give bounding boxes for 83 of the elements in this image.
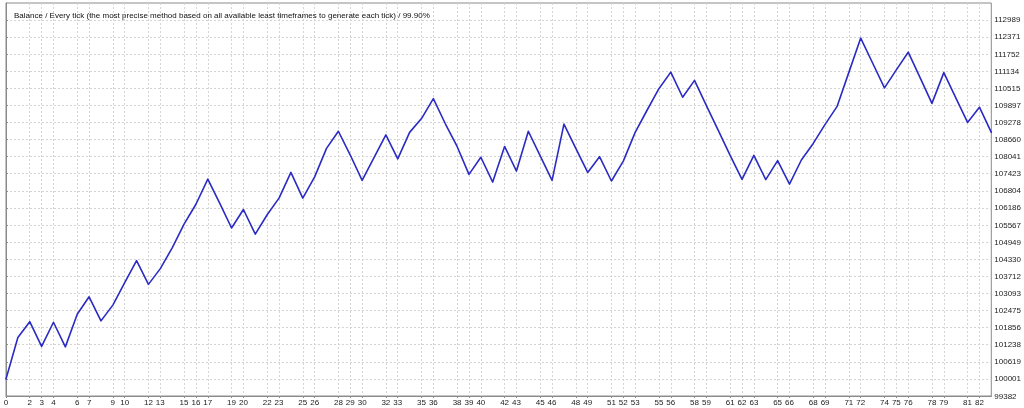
text: Balance / Every tick (the most precise method based on all available least timeframes to generate each tick) / 99.90% [14, 10, 430, 20]
x-tick-label: 43 [512, 397, 522, 407]
x-tick-label: 12 [144, 397, 154, 407]
x-tick-label: 13 [155, 397, 166, 407]
x-tick-label: 40 [476, 397, 486, 407]
x-tick-label: 17 [203, 397, 213, 407]
x-tick-label: 52 [618, 397, 629, 407]
x-tick-label: 6 [75, 397, 80, 407]
x-tick-label: 53 [630, 397, 641, 407]
x-tick-label: 81 [963, 397, 973, 407]
y-tick-label: 112371 [994, 32, 1021, 42]
x-tick-label: 56 [666, 397, 676, 407]
x-tick-label: 32 [381, 397, 391, 407]
x-tick-label: 51 [606, 397, 617, 407]
x-tick-label: 33 [393, 397, 403, 407]
y-tick-label: 107423 [994, 169, 1022, 179]
x-tick-label: 20 [238, 397, 249, 407]
y-tick-label: 104949 [994, 237, 1022, 247]
line-series [5, 37, 993, 380]
x-tick-label: 4 [51, 397, 57, 407]
y-tick-label: 103093 [994, 288, 1022, 298]
x-tick-label: 78 [927, 397, 937, 407]
y-tick-label: 108041 [994, 152, 1022, 162]
x-tick-label: 7 [86, 397, 92, 407]
y-tick-label: 106804 [994, 186, 1022, 196]
x-tick-label: 26 [310, 397, 320, 407]
x-tick-label: 39 [464, 397, 474, 407]
x-tick-label: 58 [690, 397, 700, 407]
y-tick-label: 109897 [994, 100, 1022, 110]
y-tick-label: 109278 [994, 117, 1022, 127]
x-tick-label: 15 [179, 397, 190, 407]
x-tick-label: 71 [844, 397, 854, 407]
x-tick-label: 19 [227, 397, 237, 407]
y-tick-label: 102475 [994, 306, 1022, 316]
x-tick-label: 55 [654, 397, 664, 407]
x-tick-label: 49 [583, 397, 593, 407]
x-tick-label: 16 [191, 397, 201, 407]
x-tick-label: 45 [535, 397, 546, 407]
y-tick-label: 100001 [994, 374, 1022, 384]
y-tick-label: 112989 [994, 15, 1021, 25]
y-tick-label: 99382 [994, 391, 1018, 401]
x-tick-label: 59 [701, 397, 712, 407]
x-tick-label: 72 [856, 397, 866, 407]
x-tick-label: 23 [274, 397, 285, 407]
x-tick-label: 82 [974, 397, 985, 407]
y-tick-label: 111752 [994, 49, 1021, 59]
x-tick-label: 25 [298, 397, 308, 407]
x-tick-label: 38 [452, 397, 463, 407]
x-tick-label: 36 [428, 397, 439, 407]
y-tick-label: 104330 [994, 254, 1022, 264]
x-tick-label: 9 [110, 397, 116, 407]
x-tick-label: 0 [3, 397, 9, 407]
y-tick-label: 100619 [994, 357, 1022, 367]
x-tick-label: 74 [880, 397, 890, 407]
x-tick-label: 42 [500, 397, 510, 407]
x-tick-label: 22 [262, 397, 273, 407]
x-tick-label: 48 [571, 397, 581, 407]
y-tick-label: 101238 [994, 340, 1022, 350]
x-tick-label: 66 [785, 397, 795, 407]
x-tick-label: 10 [120, 397, 130, 407]
y-tick-label: 103712 [994, 271, 1022, 281]
x-tick-label: 63 [749, 397, 759, 407]
x-tick-label: 28 [333, 397, 344, 407]
x-tick-label: 79 [939, 397, 949, 407]
x-tick-label: 30 [357, 397, 368, 407]
x-tick-label: 62 [737, 397, 748, 407]
y-tick-label: 110515 [994, 83, 1021, 93]
x-tick-label: 29 [345, 397, 356, 407]
y-tick-label: 101856 [994, 323, 1022, 333]
x-tick-label: 35 [417, 397, 427, 407]
x-tick-label: 76 [903, 397, 914, 407]
x-tick-label: 3 [39, 397, 45, 407]
x-tick-label: 68 [808, 397, 819, 407]
x-tick-label: 61 [725, 397, 736, 407]
y-tick-label: 108660 [994, 135, 1022, 145]
y-tick-label: 105567 [994, 220, 1022, 230]
y-tick-label: 111134 [994, 66, 1020, 76]
x-tick-label: 69 [820, 397, 831, 407]
x-tick-label: 75 [891, 397, 902, 407]
x-tick-label: 2 [27, 397, 33, 407]
x-tick-label: 65 [773, 397, 783, 407]
y-tick-label: 106186 [994, 203, 1022, 213]
x-tick-label: 46 [547, 397, 558, 407]
